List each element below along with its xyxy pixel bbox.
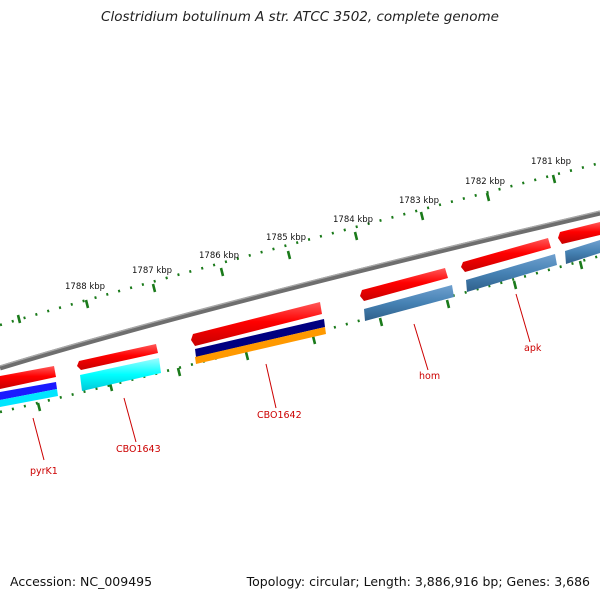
gene-forward [461,238,551,272]
gene-forward [360,268,448,301]
cbo1642-features [195,319,326,364]
outer-major-ticks [16,174,557,324]
steelblue-features [364,240,600,321]
accession-text: Accession: NC_009495 [10,574,153,589]
gene-forward [558,222,600,244]
scale-label: 1785 kbp [266,233,306,243]
gene-label-hom: hom [419,371,440,382]
scale-label: 1786 kbp [199,251,239,261]
gene-forward [191,302,322,346]
gene-forward [0,366,56,389]
scale-label: 1784 kbp [333,215,373,225]
scale-label: 1782 kbp [465,177,505,187]
scale-label: 1787 kbp [132,266,172,276]
map-title: Clostridium botulinum A str. ATCC 3502, … [101,9,499,25]
gene-forward [77,344,158,370]
gene-label-apk: apk [524,343,542,354]
gene-label-leaders [32,293,531,461]
outer-scale-ring [0,161,600,327]
cbo1643-feature [80,358,161,391]
gene-label-cbo1643: CBO1643 [116,444,161,455]
scale-label: 1788 kbp [65,282,105,292]
gene-label-cbo1642: CBO1642 [257,410,302,421]
gene-label-pyrk1: pyrK1 [30,466,58,477]
genome-backbone [0,210,600,371]
scale-labels: 1781 kbp 1782 kbp 1783 kbp 1784 kbp 1785… [65,157,571,292]
scale-label: 1783 kbp [399,196,439,206]
scale-label: 1781 kbp [531,157,571,167]
forward-genes [0,222,600,389]
pyrk1-features [0,382,58,407]
genome-summary-text: Topology: circular; Length: 3,886,916 bp… [246,574,590,589]
gene-labels: apk hom CBO1642 CBO1643 pyrK1 [30,343,542,477]
